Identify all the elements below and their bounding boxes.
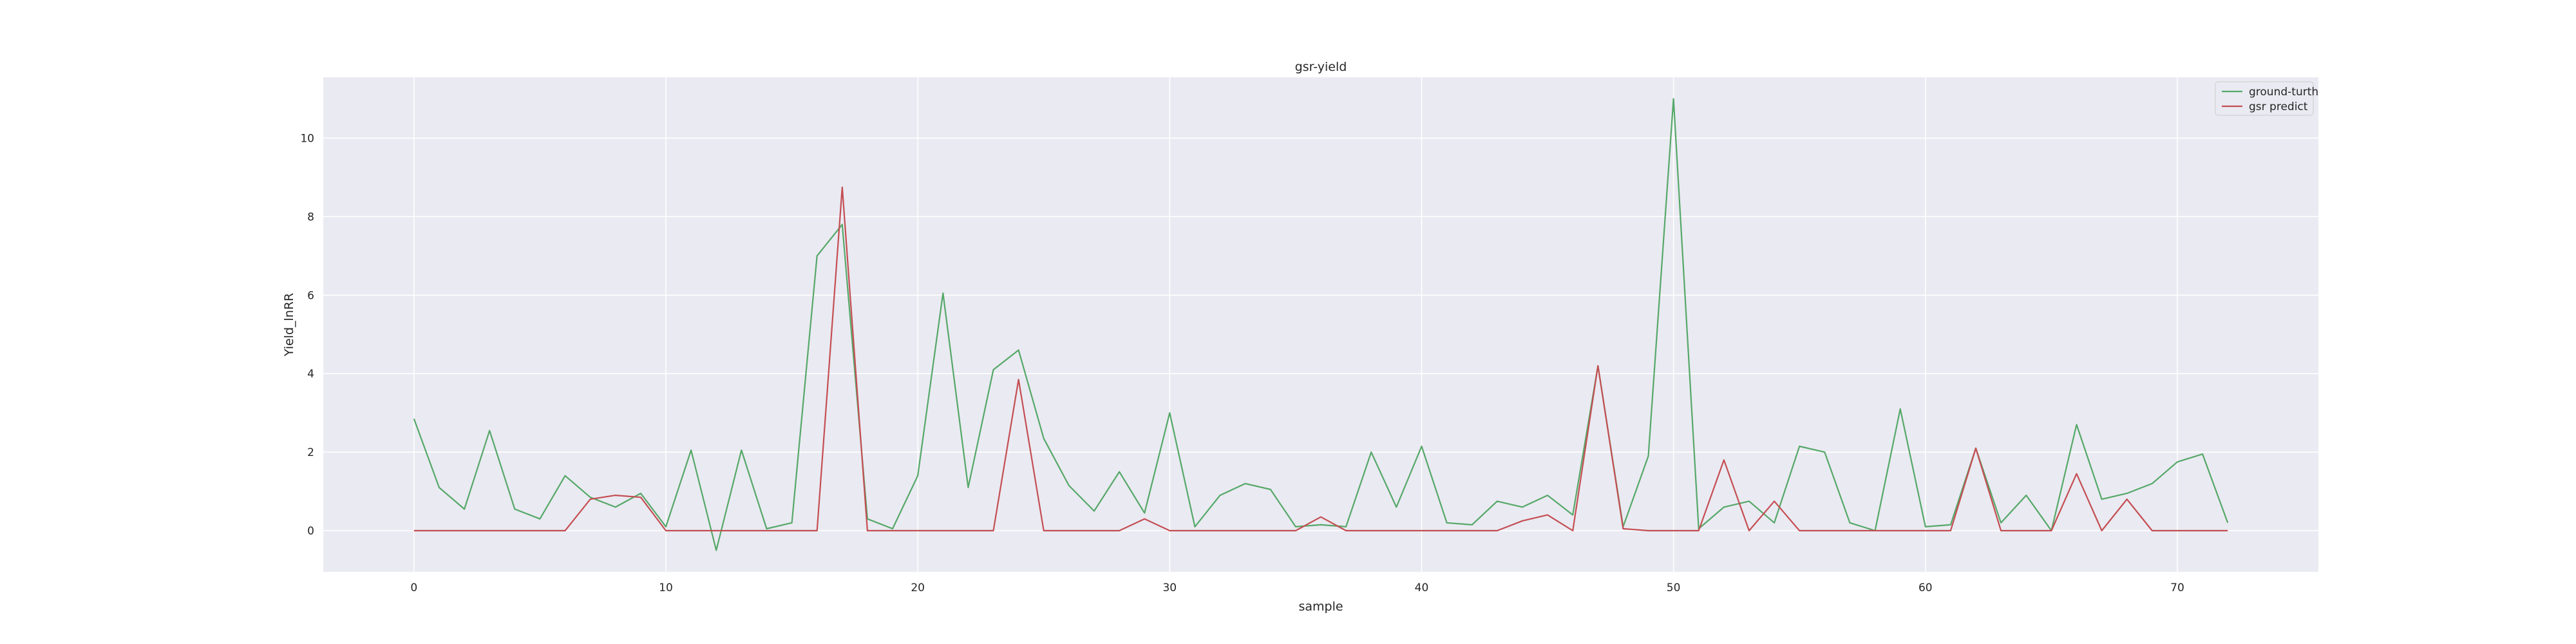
y-axis-label: Yield_lnRR xyxy=(282,293,296,357)
legend: ground-turth gsr predict xyxy=(2215,81,2318,116)
y-tick-label: 8 xyxy=(307,211,314,223)
chart-title: gsr-yield xyxy=(1295,60,1347,74)
x-tick-label: 50 xyxy=(1667,582,1681,594)
tick-labels: 0 10 20 30 40 50 60 70 0 2 4 6 8 10 xyxy=(300,132,2184,594)
grid xyxy=(323,77,2318,572)
x-tick-label: 40 xyxy=(1415,582,1429,594)
x-tick-label: 0 xyxy=(410,582,417,594)
y-tick-label: 0 xyxy=(307,525,314,538)
x-tick-label: 70 xyxy=(2170,582,2184,594)
y-tick-label: 6 xyxy=(307,289,314,302)
y-tick-label: 2 xyxy=(307,446,314,459)
x-tick-label: 10 xyxy=(659,582,673,594)
y-tick-label: 4 xyxy=(307,368,314,381)
x-tick-label: 60 xyxy=(1918,582,1933,594)
legend-label-ground-turth: ground-turth xyxy=(2249,86,2318,99)
x-tick-label: 30 xyxy=(1162,582,1177,594)
y-tick-label: 10 xyxy=(300,132,314,145)
plot-area xyxy=(323,77,2318,572)
legend-label-gsr-predict: gsr predict xyxy=(2249,100,2308,113)
x-tick-label: 20 xyxy=(911,582,925,594)
x-axis-label: sample xyxy=(1298,600,1343,614)
series-line-ground-turth xyxy=(413,98,2229,551)
series-lines xyxy=(413,98,2229,551)
series-line-gsr-predict xyxy=(413,186,2228,532)
